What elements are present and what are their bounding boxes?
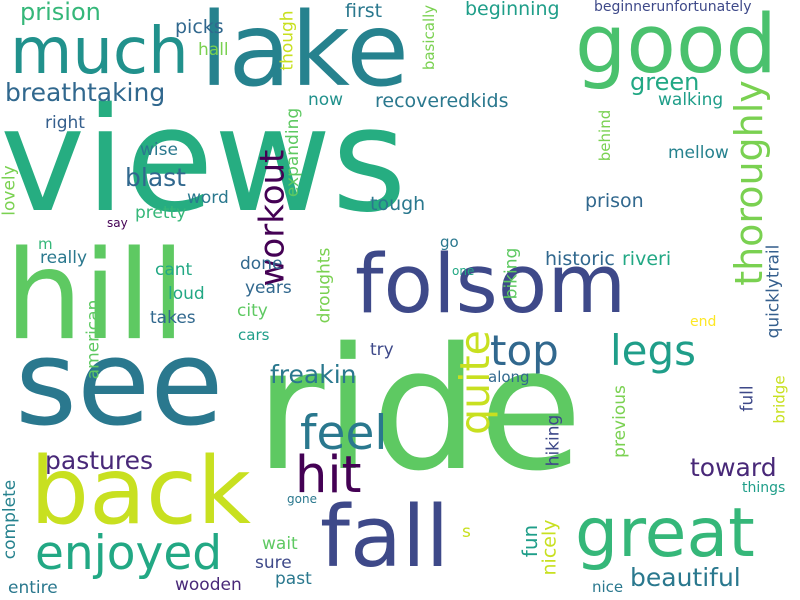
- word-44: pretty: [135, 203, 187, 223]
- word-83: beginnerunfortunately: [594, 0, 752, 15]
- word-52: years: [245, 278, 292, 298]
- word-65: complete: [0, 480, 20, 560]
- word-51: done: [240, 254, 283, 274]
- word-34: prison: [585, 190, 644, 212]
- word-62: basically: [419, 4, 438, 71]
- word-6: fall: [320, 488, 450, 587]
- word-56: along: [488, 368, 530, 386]
- word-53: city: [237, 301, 268, 321]
- word-8: great: [575, 494, 755, 573]
- word-81: say: [107, 216, 128, 230]
- word-64: american: [83, 300, 103, 380]
- word-28: nicely: [537, 519, 560, 576]
- word-37: picks: [175, 16, 224, 38]
- word-19: breathtaking: [5, 78, 166, 107]
- word-30: beginning: [465, 0, 560, 20]
- word-16: feel: [300, 406, 388, 461]
- word-35: tough: [370, 193, 426, 215]
- word-20: prision: [20, 0, 101, 26]
- word-22: freakin: [270, 360, 357, 389]
- word-78: nice: [592, 578, 624, 596]
- word-0: views: [0, 76, 407, 244]
- word-29: quicklytrail: [762, 244, 783, 339]
- word-66: entire: [8, 578, 58, 598]
- word-42: wise: [140, 140, 178, 160]
- word-63: behind: [595, 109, 614, 162]
- word-38: hall: [198, 40, 229, 60]
- word-31: recoveredkids: [375, 90, 509, 112]
- word-15: hit: [295, 446, 362, 505]
- word-71: gone: [287, 492, 317, 506]
- word-76: bridge: [770, 374, 789, 424]
- word-36: first: [345, 0, 383, 22]
- word-27: fun: [518, 525, 542, 558]
- word-47: really: [40, 248, 87, 268]
- word-2: hill: [5, 225, 186, 368]
- word-13: top: [490, 326, 559, 375]
- word-69: sure: [255, 553, 292, 573]
- word-57: go: [440, 233, 459, 251]
- word-70: past: [275, 569, 312, 589]
- word-1: ride: [255, 311, 583, 508]
- word-80: one: [452, 264, 475, 278]
- word-73: hiking: [542, 414, 563, 467]
- word-39: now: [308, 90, 344, 110]
- word-40: walking: [658, 90, 724, 110]
- word-72: s: [462, 522, 471, 542]
- word-9: good: [575, 0, 777, 92]
- word-68: wait: [262, 534, 298, 554]
- word-10: much: [10, 15, 189, 89]
- word-49: loud: [168, 284, 205, 304]
- word-3: see: [15, 315, 224, 453]
- word-25: blast: [125, 163, 186, 192]
- word-5: folsom: [355, 238, 627, 332]
- word-61: though: [278, 10, 298, 71]
- word-7: back: [30, 437, 252, 545]
- word-59: droughts: [313, 247, 334, 324]
- word-82: m: [38, 235, 53, 253]
- word-54: cars: [238, 326, 270, 344]
- word-60: expanding: [282, 107, 303, 198]
- word-48: cant: [155, 260, 193, 280]
- word-79: end: [690, 314, 717, 330]
- word-21: pastures: [45, 446, 153, 475]
- word-50: takes: [150, 308, 196, 328]
- word-55: try: [370, 340, 394, 360]
- word-33: riveri: [622, 248, 672, 270]
- word-32: historic: [545, 248, 615, 270]
- word-74: previous: [610, 385, 630, 458]
- word-45: right: [45, 113, 85, 133]
- word-58: biking: [501, 248, 521, 300]
- word-46: lovely: [0, 165, 20, 216]
- word-11: enjoyed: [35, 526, 223, 581]
- word-26: green: [630, 68, 700, 96]
- word-4: lake: [200, 0, 410, 110]
- word-24: toward: [690, 453, 777, 482]
- word-75: full: [738, 385, 758, 412]
- word-41: mellow: [668, 143, 729, 163]
- word-14: legs: [610, 326, 697, 375]
- word-67: wooden: [175, 575, 242, 595]
- word-12: thoroughly: [726, 79, 771, 286]
- word-23: beautiful: [630, 563, 741, 592]
- word-43: word: [187, 188, 229, 208]
- word-77: things: [742, 480, 786, 496]
